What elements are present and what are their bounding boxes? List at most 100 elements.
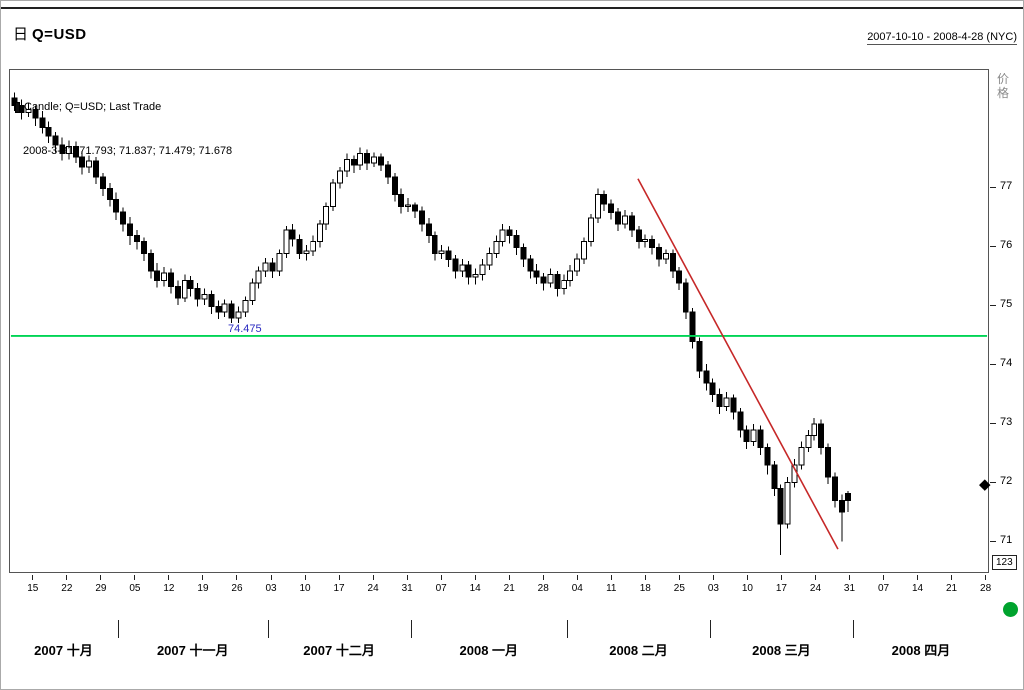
month-label: 2007 十二月 xyxy=(303,643,375,658)
y-tick-label: 73 xyxy=(1000,416,1013,429)
y-tick-label: 76 xyxy=(1000,239,1013,252)
y-tick-label: 77 xyxy=(1000,180,1013,193)
y-tick-label: 72 xyxy=(1000,475,1013,488)
x-tick-mark xyxy=(508,575,510,580)
x-tick-label: 14 xyxy=(469,583,481,594)
x-tick-label: 07 xyxy=(877,583,890,594)
x-tick-label: 12 xyxy=(163,583,175,594)
x-tick-mark xyxy=(917,575,919,580)
month-label: 2008 四月 xyxy=(891,643,951,658)
x-tick-mark xyxy=(644,575,646,580)
x-tick-mark xyxy=(168,575,170,580)
x-tick-mark xyxy=(66,575,68,580)
x-tick-mark xyxy=(678,575,680,580)
month-label: 2007 十一月 xyxy=(156,643,229,658)
x-tick-label: 10 xyxy=(741,583,753,594)
y-tick-label: 74 xyxy=(1000,357,1013,370)
month-label: 2008 一月 xyxy=(459,643,519,658)
x-tick-label: 14 xyxy=(911,583,924,594)
x-tick-mark xyxy=(440,575,442,580)
x-tick-mark xyxy=(814,575,816,580)
x-tick-label: 04 xyxy=(571,583,583,594)
x-tick-label: 25 xyxy=(673,583,685,594)
month-label: 2008 三月 xyxy=(752,643,811,658)
month-separator xyxy=(117,620,119,638)
x-tick-label: 18 xyxy=(639,583,651,594)
y-tick-mark xyxy=(990,187,996,189)
x-tick-label: 15 xyxy=(27,583,39,594)
x-tick-mark xyxy=(712,575,714,580)
interval-label: 日 xyxy=(13,26,29,43)
x-tick-mark xyxy=(134,575,136,580)
y-tick-mark xyxy=(990,541,996,543)
x-tick-label: 05 xyxy=(129,583,141,594)
month-separator xyxy=(852,620,854,638)
month-label: 2008 二月 xyxy=(609,643,668,658)
month-separator xyxy=(567,620,569,638)
x-tick-mark xyxy=(610,575,612,580)
x-tick-mark xyxy=(985,575,987,580)
x-tick-label: 11 xyxy=(606,583,617,594)
month-label: 2007 十月 xyxy=(34,643,93,658)
candles-layer xyxy=(11,92,852,555)
x-tick-mark xyxy=(780,575,782,580)
month-separator xyxy=(709,620,711,638)
x-tick-label: 24 xyxy=(809,583,822,594)
legend-ohlc-line: 2008-3-31; 71.793; 71.837; 71.479; 71.67… xyxy=(23,145,233,157)
x-tick-mark xyxy=(576,575,578,580)
price-chart-canvas[interactable] xyxy=(9,69,989,573)
y-tick-mark xyxy=(990,305,996,307)
x-tick-label: 21 xyxy=(946,583,958,594)
y-axis-title: 价格 xyxy=(997,72,1010,100)
x-tick-mark xyxy=(951,575,953,580)
x-tick-mark xyxy=(270,575,272,580)
x-tick-mark xyxy=(236,575,238,580)
x-tick-label: 19 xyxy=(197,583,209,594)
x-tick-label: 03 xyxy=(265,583,277,594)
hline-value-label: 74.475 xyxy=(227,323,263,336)
x-tick-label: 10 xyxy=(299,583,311,594)
x-tick-mark xyxy=(883,575,884,580)
date-range-label: 2007-10-10 - 2008-4-28 (NYC) xyxy=(867,31,1017,45)
x-tick-mark xyxy=(338,575,340,580)
y-tick-mark xyxy=(990,364,996,366)
x-tick-label: 26 xyxy=(231,583,243,594)
x-tick-label: 07 xyxy=(435,583,447,594)
x-tick-mark xyxy=(304,575,306,580)
window-top-border xyxy=(1,7,1023,9)
legend-series-line: Candle; Q=USD; Last Trade xyxy=(15,101,161,113)
downtrend-line[interactable] xyxy=(637,178,839,550)
legend-series-text: Candle; Q=USD; Last Trade xyxy=(24,101,162,113)
x-tick-mark xyxy=(542,575,544,580)
x-tick-mark xyxy=(746,575,748,580)
status-dot xyxy=(1003,602,1018,617)
x-tick-label: 28 xyxy=(537,583,549,594)
decimal-indicator-box: 123 xyxy=(992,555,1017,570)
x-tick-mark xyxy=(32,575,34,580)
x-tick-label: 17 xyxy=(333,583,345,594)
y-tick-mark xyxy=(990,423,996,425)
x-tick-mark xyxy=(474,575,476,580)
month-separator xyxy=(410,620,412,638)
x-tick-label: 31 xyxy=(843,583,856,594)
y-tick-label: 75 xyxy=(1000,298,1013,311)
x-tick-label: 29 xyxy=(95,583,107,594)
x-tick-mark xyxy=(372,575,374,580)
x-tick-label: 03 xyxy=(707,583,719,594)
x-tick-mark xyxy=(100,575,102,580)
x-tick-label: 28 xyxy=(980,583,992,594)
x-tick-label: 31 xyxy=(401,583,413,594)
x-tick-label: 22 xyxy=(61,583,73,594)
y-tick-label: 71 xyxy=(1000,534,1013,547)
month-separator xyxy=(267,620,269,638)
candle-legend-icon xyxy=(15,101,20,113)
x-tick-mark xyxy=(848,575,850,580)
y-tick-mark xyxy=(990,246,996,248)
x-tick-label: 21 xyxy=(503,583,515,594)
x-tick-mark xyxy=(202,575,204,580)
symbol-label: Q=USD xyxy=(32,26,87,43)
x-tick-label: 17 xyxy=(775,583,787,594)
x-tick-label: 24 xyxy=(367,583,379,594)
x-tick-mark xyxy=(406,575,408,580)
